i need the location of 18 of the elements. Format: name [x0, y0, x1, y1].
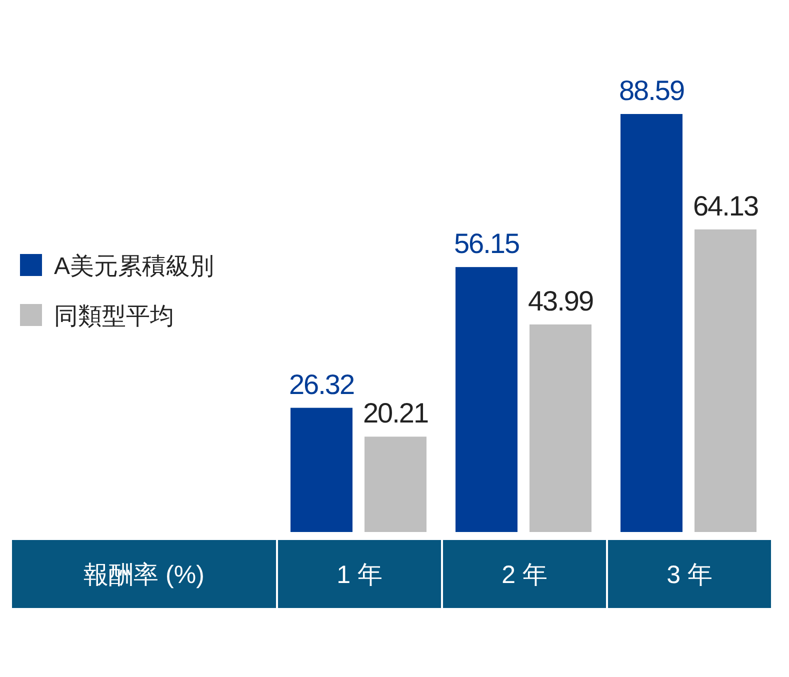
legend-label: 同類型平均	[54, 303, 174, 330]
x-tick-label: 1 年	[336, 561, 382, 589]
data-label: 20.21	[362, 398, 428, 429]
data-label: 26.32	[288, 368, 354, 400]
legend-label: A美元累積級別	[54, 253, 214, 280]
bar	[620, 114, 682, 532]
data-label: 88.59	[618, 75, 684, 106]
bar	[456, 267, 518, 532]
data-label: 56.15	[454, 228, 520, 260]
x-tick-label: 2 年	[502, 561, 548, 589]
x-axis-title: 報酬率 (%)	[84, 561, 204, 589]
bar	[290, 408, 352, 532]
data-label: 43.99	[528, 285, 594, 316]
data-label: 64.13	[692, 190, 758, 222]
bar	[530, 324, 592, 532]
bar	[364, 436, 426, 532]
x-tick-label: 3 年	[666, 561, 712, 589]
bar	[694, 229, 756, 532]
